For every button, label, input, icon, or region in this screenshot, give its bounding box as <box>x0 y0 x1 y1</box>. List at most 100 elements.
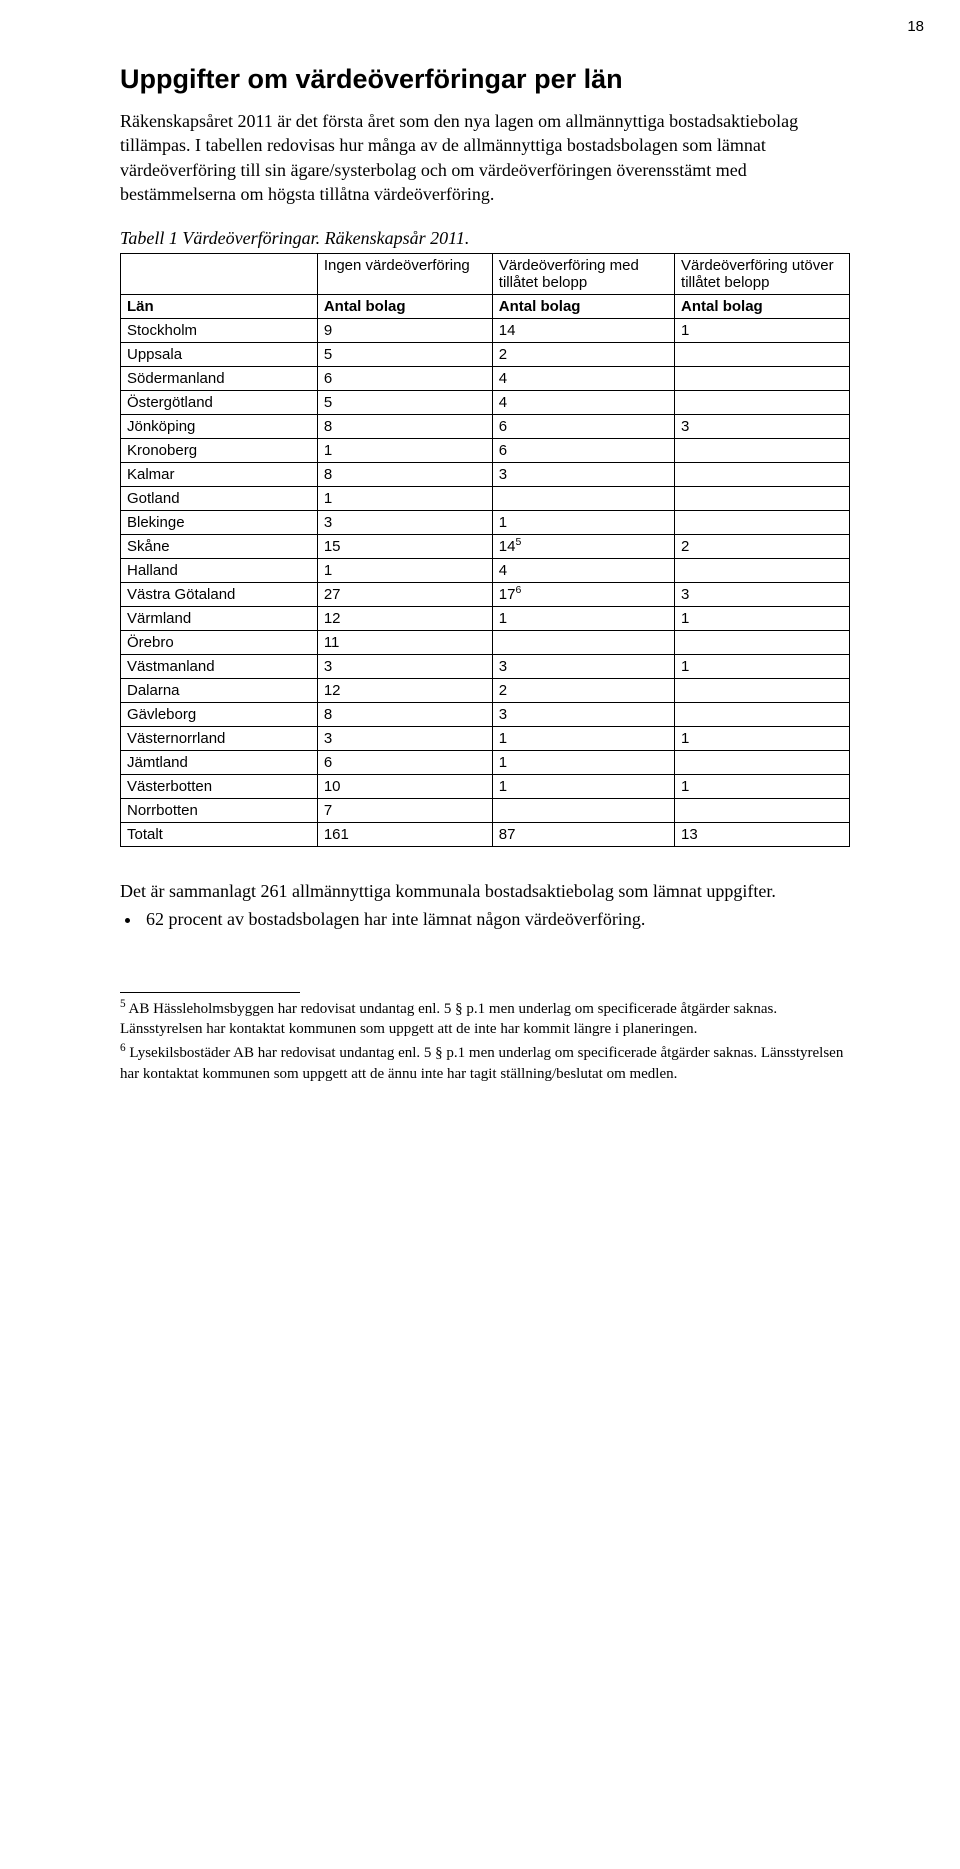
table-cell: 3 <box>317 511 492 535</box>
table-cell: Totalt <box>121 823 318 847</box>
table-cell: Västmanland <box>121 655 318 679</box>
table-cell <box>675 391 850 415</box>
table-cell: 4 <box>492 559 674 583</box>
table-cell: Jämtland <box>121 751 318 775</box>
table-row: Totalt1618713 <box>121 823 850 847</box>
table-cell: 176 <box>492 583 674 607</box>
table-cell: 3 <box>492 703 674 727</box>
table-cell: Kronoberg <box>121 439 318 463</box>
table-cell: 1 <box>492 727 674 751</box>
table-cell <box>675 439 850 463</box>
table-cell: 1 <box>675 319 850 343</box>
table-cell: 14 <box>492 319 674 343</box>
table-cell <box>675 487 850 511</box>
table-head: Ingen värdeöverföring Värdeöverföring me… <box>121 254 850 319</box>
table-caption: Tabell 1 Värdeöverföringar. Räkenskapsår… <box>120 228 850 249</box>
page-number: 18 <box>907 18 924 35</box>
th-lan: Län <box>121 295 318 319</box>
table-cell: 8 <box>317 415 492 439</box>
table-cell <box>675 559 850 583</box>
table-cell: Halland <box>121 559 318 583</box>
table-row: Gävleborg83 <box>121 703 850 727</box>
table-row: Örebro11 <box>121 631 850 655</box>
table-cell: Stockholm <box>121 319 318 343</box>
table-cell: 15 <box>317 535 492 559</box>
table-cell: 11 <box>317 631 492 655</box>
table-cell: 6 <box>317 367 492 391</box>
footnote-5: 5 AB Hässleholmsbyggen har redovisat und… <box>120 999 850 1040</box>
footnote-6: 6 Lysekilsbostäder AB har redovisat unda… <box>120 1043 850 1084</box>
table-cell: 3 <box>317 727 492 751</box>
data-table: Ingen värdeöverföring Värdeöverföring me… <box>120 253 850 847</box>
table-cell <box>675 367 850 391</box>
table-cell: 8 <box>317 703 492 727</box>
table-cell: Västra Götaland <box>121 583 318 607</box>
table-cell: 4 <box>492 391 674 415</box>
table-cell <box>675 343 850 367</box>
table-cell: 1 <box>317 487 492 511</box>
table-cell: 87 <box>492 823 674 847</box>
table-cell: 12 <box>317 679 492 703</box>
table-cell: Kalmar <box>121 463 318 487</box>
table-cell: Östergötland <box>121 391 318 415</box>
table-cell <box>492 799 674 823</box>
table-row: Västra Götaland271763 <box>121 583 850 607</box>
list-item: 62 procent av bostadsbolagen har inte lä… <box>142 907 850 931</box>
table-row: Västerbotten1011 <box>121 775 850 799</box>
table-row: Västernorrland311 <box>121 727 850 751</box>
table-cell <box>675 703 850 727</box>
table-cell: 1 <box>492 751 674 775</box>
table-cell: Skåne <box>121 535 318 559</box>
table-cell: 6 <box>492 415 674 439</box>
table-cell: 13 <box>675 823 850 847</box>
footnote-5-text: AB Hässleholmsbyggen har redovisat undan… <box>120 1001 777 1037</box>
table-row: Skåne151452 <box>121 535 850 559</box>
table-cell: 3 <box>492 463 674 487</box>
table-row: Halland14 <box>121 559 850 583</box>
table-cell: Västernorrland <box>121 727 318 751</box>
table-body: Stockholm9141Uppsala52Södermanland64Öste… <box>121 319 850 847</box>
table-cell: 3 <box>675 415 850 439</box>
th-antal-3: Antal bolag <box>675 295 850 319</box>
table-cell: 2 <box>675 535 850 559</box>
table-cell: Gävleborg <box>121 703 318 727</box>
th-utover-tillatet: Värdeöverföring utöver tillåtet belopp <box>675 254 850 295</box>
page-title: Uppgifter om värdeöverföringar per län <box>120 64 850 95</box>
table-cell: 9 <box>317 319 492 343</box>
table-cell: Södermanland <box>121 367 318 391</box>
table-header-row-2: Län Antal bolag Antal bolag Antal bolag <box>121 295 850 319</box>
table-cell: 8 <box>317 463 492 487</box>
th-blank <box>121 254 318 295</box>
table-row: Jämtland61 <box>121 751 850 775</box>
table-row: Södermanland64 <box>121 367 850 391</box>
table-cell: 1 <box>492 775 674 799</box>
table-cell: 6 <box>492 439 674 463</box>
table-cell: 1 <box>675 727 850 751</box>
table-cell: Jönköping <box>121 415 318 439</box>
th-ingen: Ingen värdeöverföring <box>317 254 492 295</box>
table-cell <box>675 463 850 487</box>
summary-paragraph: Det är sammanlagt 261 allmännyttiga komm… <box>120 879 850 903</box>
th-antal-2: Antal bolag <box>492 295 674 319</box>
table-header-row-1: Ingen värdeöverföring Värdeöverföring me… <box>121 254 850 295</box>
table-cell: 4 <box>492 367 674 391</box>
table-cell: 27 <box>317 583 492 607</box>
table-cell <box>492 631 674 655</box>
table-row: Stockholm9141 <box>121 319 850 343</box>
table-cell: 1 <box>675 655 850 679</box>
table-cell: 7 <box>317 799 492 823</box>
table-cell <box>675 751 850 775</box>
table-cell <box>675 679 850 703</box>
table-cell <box>675 631 850 655</box>
intro-paragraph: Räkenskapsåret 2011 är det första året s… <box>120 109 850 206</box>
table-cell: 3 <box>317 655 492 679</box>
table-cell: 5 <box>317 391 492 415</box>
table-cell: 145 <box>492 535 674 559</box>
table-cell: 10 <box>317 775 492 799</box>
table-cell: 5 <box>317 343 492 367</box>
table-cell <box>675 799 850 823</box>
table-cell: Gotland <box>121 487 318 511</box>
table-row: Jönköping863 <box>121 415 850 439</box>
table-cell: 1 <box>317 439 492 463</box>
table-cell: 1 <box>317 559 492 583</box>
